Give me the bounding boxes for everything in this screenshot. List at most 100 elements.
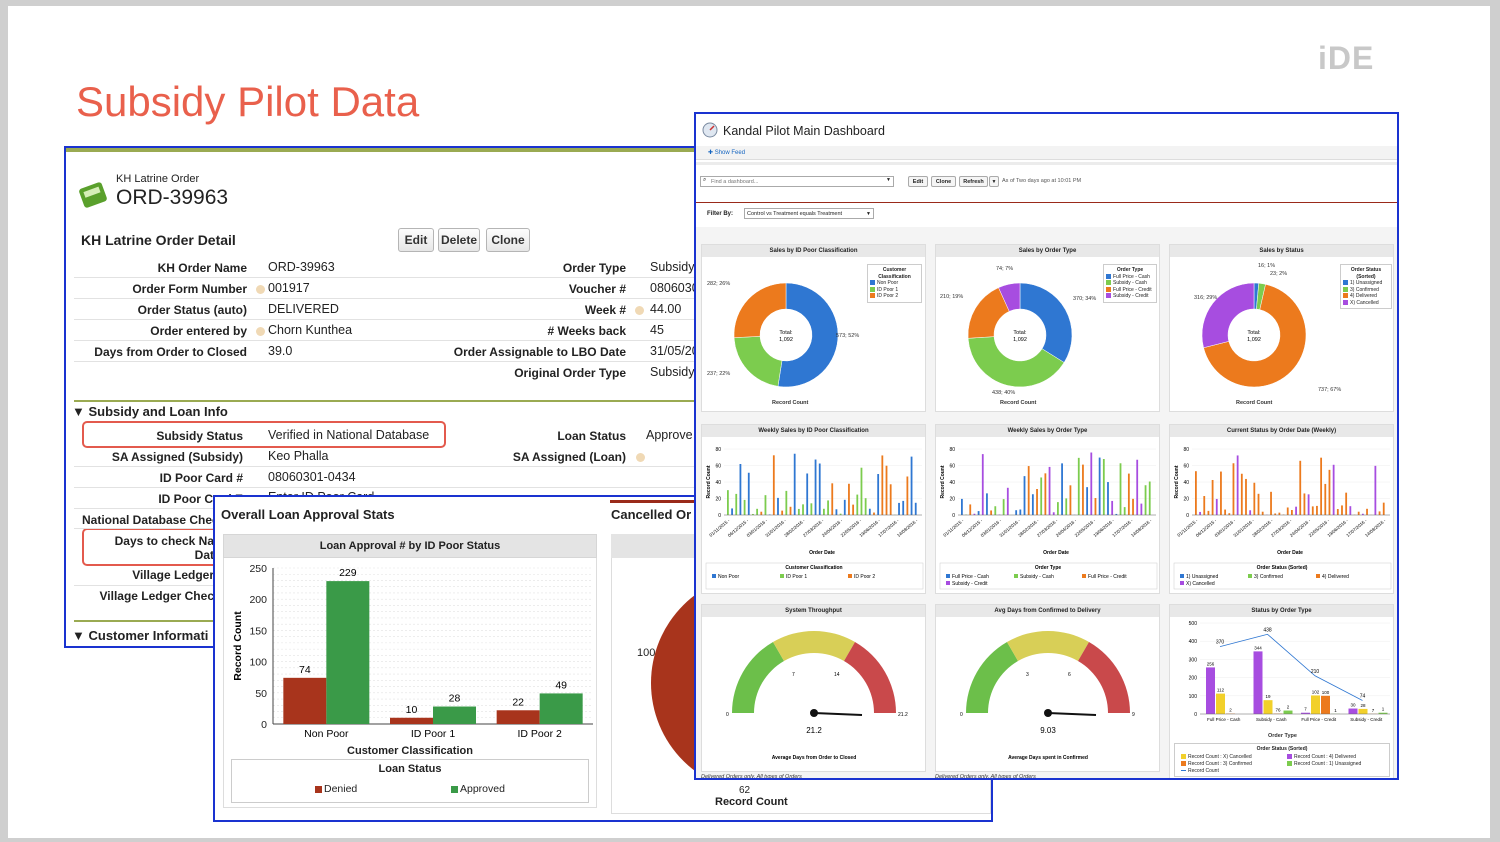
y-tick-label: 20 [1183,497,1189,503]
weekly-bar [1111,500,1114,515]
weekly-bar [848,483,850,515]
weekly-bar [843,499,846,515]
weekly-bar [1316,505,1318,515]
legend-approved: Approved [451,783,505,795]
field-label: ID Poor Card # [159,471,243,485]
legend-item: Full Price - Cash [952,574,989,580]
clone-button[interactable]: Clone [486,228,530,252]
weekly-bar [727,490,729,515]
legend-item: Non Poor [877,280,899,286]
cancelled-value-label: 100 [637,647,656,659]
section-subsidy-title: Subsidy and Loan Info [88,404,228,419]
legend-swatch [946,574,950,578]
legend-item: Subsidy - Cash [1020,574,1054,580]
legend-swatch [1180,574,1184,578]
dash-refresh-button[interactable]: Refresh [959,176,988,187]
legend-approved-label: Approved [460,783,505,795]
detail-title: KH Latrine Order Detail [81,232,236,248]
x-tick-label: Full Price - Cash [1207,717,1241,722]
help-icon[interactable] [256,285,265,294]
refresh-menu-chevron-icon[interactable]: ▼ [989,176,999,187]
slice-label: 438; 40% [992,390,1016,396]
y-tick-label: 40 [1183,480,1189,486]
y-axis-label: Record Count [1174,465,1180,498]
show-feed-link[interactable]: ✚ Show Feed [708,149,745,156]
donut-total-value: 1,092 [779,337,793,343]
weekly-bar [785,490,788,515]
legend-swatch [1180,581,1184,585]
edit-button[interactable]: Edit [398,228,434,252]
legend-swatch [1181,754,1186,760]
order-entered-by-value[interactable]: Chorn Kunthea [268,323,353,337]
y-tick-label: 80 [715,447,721,453]
order-status-value: DELIVERED [268,302,339,316]
donut-total-value: 1,092 [1247,337,1261,343]
weekly-bar [877,474,880,515]
legend-swatch-approved [451,785,458,793]
legend-swatch [1106,286,1111,292]
weekly-legend-title: Order Type [1035,565,1062,571]
status-bar-cancelled [1301,712,1310,714]
donut-total-value: 1,092 [1013,337,1027,343]
weekly-bar [747,472,750,515]
loan-legend-title: Loan Status [378,763,442,775]
days-order-closed-value: 39.0 [268,344,293,358]
section-toggle-subsidy[interactable]: ▼ Subsidy and Loan Info [72,404,228,419]
slice-label: 316; 29% [1194,295,1218,301]
legend-item: Record Count : 1) Unassigned [1294,761,1362,767]
weekly-bar [756,508,759,515]
bar-data-label: 30 [1350,703,1356,708]
help-icon[interactable] [256,327,265,336]
weekly-bar [1299,460,1302,515]
gauge-footnote-2: Delivered Orders only, All types of Orde… [935,774,1036,780]
gauge-component-1: System Throughput 0 21.2 7 14 21.2 Average Da… [701,604,926,772]
dash-clone-button[interactable]: Clone [931,176,956,187]
gauge-band-green [732,641,784,713]
weekly-title-2: Weekly Sales by Order Type [936,425,1159,437]
weekly-bar [806,473,809,515]
donut-slice [733,336,783,387]
field-label: Order Type [562,261,626,275]
weekly-bar [1291,509,1293,515]
weekly-bar [1115,513,1118,515]
weekly-bar [1019,509,1022,515]
filter-select[interactable]: Control vs Treatment equals Treatment ▼ [744,208,874,219]
weekly-legend-title: Order Status (Sorted) [1257,565,1308,571]
help-icon[interactable] [636,453,645,462]
gauge-needle [1047,712,1097,716]
slice-label: 23; 2% [1270,271,1288,277]
legend-item: 4) Delivered [1350,293,1377,299]
slice-label: 370; 34% [1073,296,1097,302]
find-dashboard-input[interactable] [700,176,894,187]
delete-button[interactable]: Delete [438,228,480,252]
weekly-bar [1378,511,1381,515]
weekly-bar [1057,502,1059,515]
status-combo-chart: 0 100 200 300 400 500 Full Price - Cash Subsidy… [1189,621,1390,722]
order-form-number-value: 001917 [268,281,310,295]
gauge-caption: Average Days from Order to Closed [772,755,857,761]
search-icon: ⌕ [703,177,707,183]
record-header-bar [66,148,702,152]
gauge-chart-2: 0 9 3 6 9.03 Average Days spent in Confirmed [960,631,1135,761]
weekly-bar [1336,509,1339,515]
legend-item: Record Count : 3) Confirmed [1188,761,1252,767]
chevron-down-icon[interactable]: ▼ [886,177,891,183]
help-icon[interactable] [635,306,644,315]
y-tick-label: 150 [249,625,267,637]
legend-item: 1) Unassigned [1186,574,1218,580]
x-tick-label: Non Poor [304,728,349,740]
order-type-value: Subsidy [650,260,695,274]
donut-legend-2: Order Type Full Price - Cash Subsidy - C… [1103,264,1157,303]
section-toggle-customer[interactable]: ▼ Customer Informati [72,628,208,643]
sa-assigned-subsidy-value[interactable]: Keo Phalla [268,449,329,463]
weekly-bar [777,497,779,515]
line-data-label: 370 [1216,640,1225,646]
y-tick-label: 500 [1189,621,1198,627]
y-axis-label: Record Count [232,611,244,681]
donut-total-label: Total: [1013,330,1027,336]
dash-edit-button[interactable]: Edit [908,176,928,187]
weekly-bar [973,513,976,515]
y-tick-label: 60 [715,464,721,470]
bar-data-label: 112 [1217,688,1225,693]
legend-swatch [1106,273,1111,279]
